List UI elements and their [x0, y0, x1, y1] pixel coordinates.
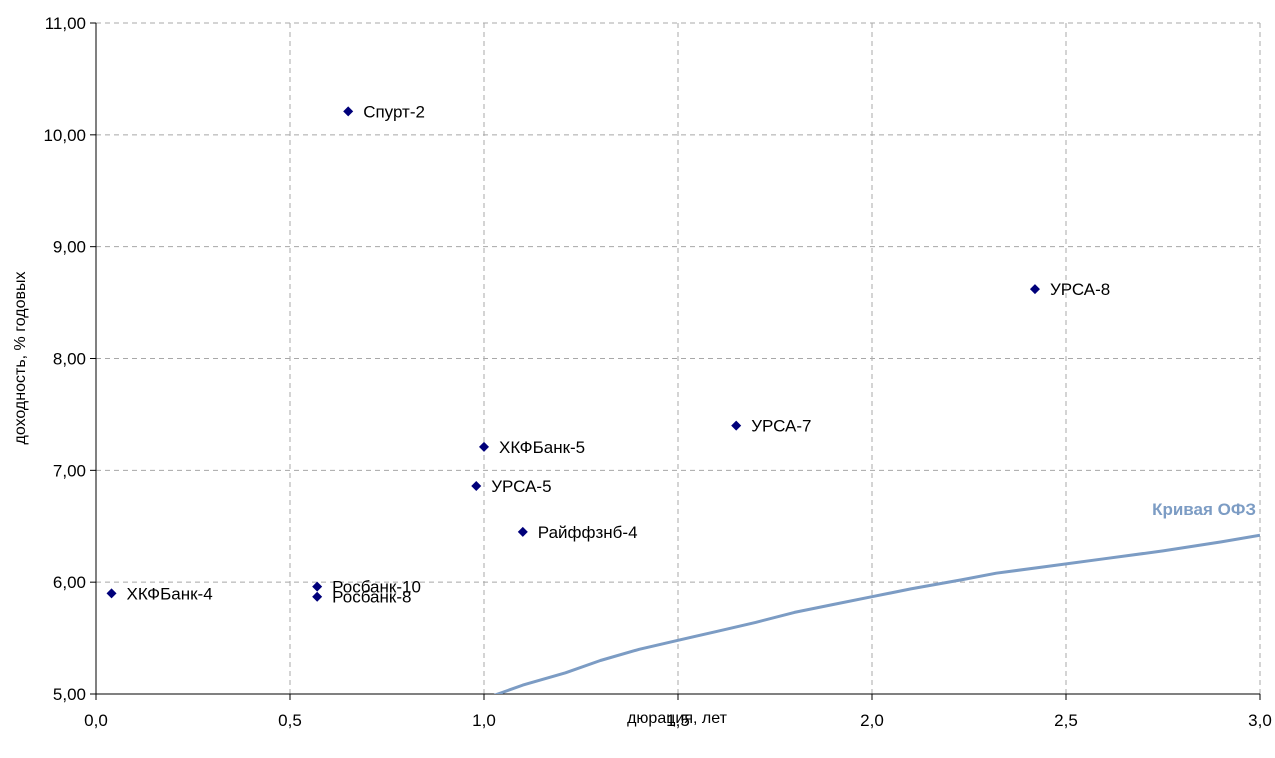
- x-tick-label: 1,0: [472, 711, 496, 730]
- data-point-marker: [471, 480, 482, 491]
- y-tick-label: 7,00: [53, 461, 86, 480]
- y-axis-title: доходность, % годовых: [12, 272, 29, 445]
- data-point-label: УРСА-7: [751, 417, 811, 436]
- y-tick-label: 5,00: [53, 685, 86, 704]
- data-point-label: Райффзнб-4: [538, 523, 638, 542]
- y-tick-label: 8,00: [53, 350, 86, 369]
- data-point-label: УРСА-8: [1050, 280, 1110, 299]
- x-tick-label: 1,5: [666, 711, 690, 730]
- tick-labels: 0,0 0,5 1,0 1,5 2,0 2,5 3,0 5,00 6,00 7,00 8,00 9,0…: [43, 14, 1271, 730]
- x-tick-label: 3,0: [1248, 711, 1272, 730]
- x-tick-label: 0,0: [84, 711, 108, 730]
- data-point-label: Росбанк-8: [332, 588, 411, 607]
- data-point-marker: [312, 591, 323, 602]
- y-tick-label: 6,00: [53, 573, 86, 592]
- data-point-marker: [517, 526, 528, 537]
- x-tick-label: 2,0: [860, 711, 884, 730]
- x-axis-title: дюрация, лет: [627, 710, 727, 727]
- y-tick-label: 10,00: [43, 126, 86, 145]
- data-point-marker: [1029, 284, 1040, 295]
- x-tick-label: 2,5: [1054, 711, 1078, 730]
- axes: [90, 22, 1261, 700]
- ofz-curve-label: Кривая ОФЗ: [1152, 500, 1256, 519]
- y-tick-label: 11,00: [45, 14, 86, 33]
- x-tick-label: 0,5: [278, 711, 302, 730]
- data-point-label: Росбанк-10: [332, 578, 421, 597]
- data-point-label: УРСА-5: [491, 477, 551, 496]
- data-point-marker: [479, 441, 489, 452]
- data-point-marker: [731, 420, 742, 431]
- data-point-label: Спурт-2: [363, 102, 425, 121]
- data-point-marker: [106, 588, 117, 599]
- data-point-marker: [312, 581, 323, 592]
- y-tick-label: 9,00: [53, 238, 86, 257]
- grid-lines: [96, 22, 1261, 694]
- data-point-label: ХКФБанк-5: [499, 438, 585, 457]
- data-point-marker: [343, 106, 354, 117]
- data-point-label: ХКФБанк-4: [127, 584, 213, 603]
- ofz-curve: Кривая ОФЗ: [493, 500, 1260, 694]
- ofz-curve-line: [493, 533, 1260, 694]
